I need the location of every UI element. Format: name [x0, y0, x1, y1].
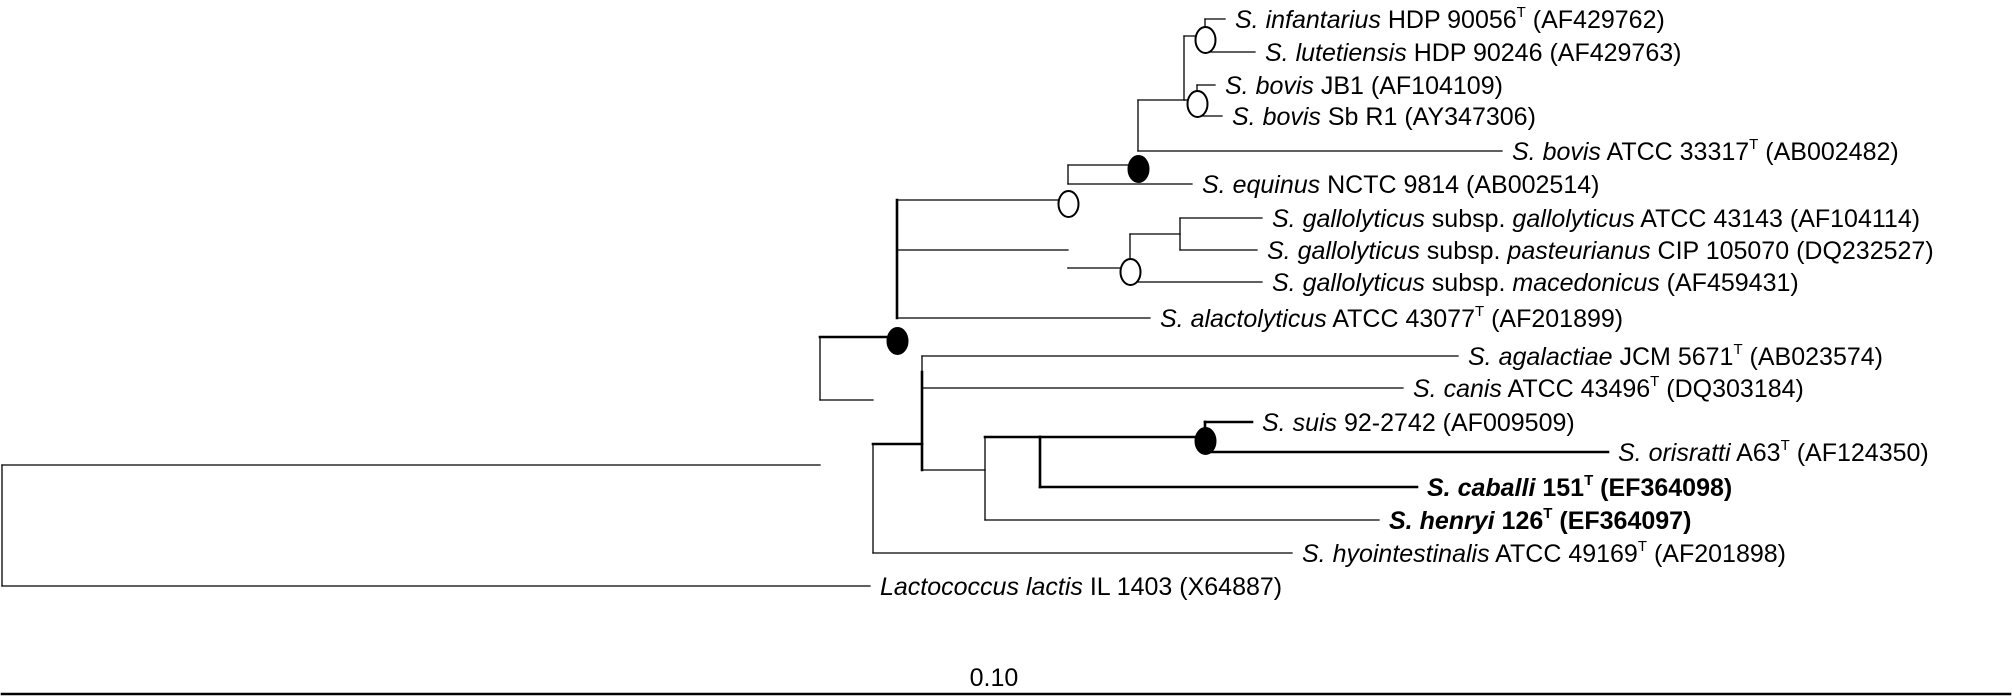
taxon-label-can: S. canis ATCC 43496T (DQ303184) — [1413, 373, 1804, 403]
taxon-label-bat: S. bovis ATCC 33317T (AB002482) — [1512, 136, 1899, 166]
taxon-label-hyo: S. hyointestinalis ATCC 49169T (AF201898… — [1302, 538, 1786, 568]
taxon-label-hen: S. henryi 126T (EF364097) — [1389, 505, 1691, 535]
taxon-label-bjb: S. bovis JB1 (AF104109) — [1225, 72, 1503, 100]
taxon-label-cab: S. caballi 151T (EF364098) — [1427, 472, 1732, 502]
bootstrap-node-open-gall_b — [1119, 258, 1142, 286]
taxon-label-ori: S. orisratti A63T (AF124350) — [1618, 437, 1929, 467]
scale-bar: 0.10 — [0, 664, 2012, 696]
bootstrap-node-filled-bovis_grp — [886, 327, 909, 355]
bootstrap-node-filled-sui_ori — [1194, 427, 1217, 455]
taxon-label-aga: S. agalactiae JCM 5671T (AB023574) — [1468, 341, 1883, 371]
bootstrap-node-open-inf_lut — [1194, 26, 1217, 54]
taxon-label-equ: S. equinus NCTC 9814 (AB002514) — [1202, 171, 1599, 199]
taxon-label-lut: S. lutetiensis HDP 90246 (AF429763) — [1265, 39, 1681, 67]
taxon-label-sui: S. suis 92-2742 (AF009509) — [1262, 409, 1575, 437]
taxon-label-gma: S. gallolyticus subsp. macedonicus (AF45… — [1272, 269, 1799, 297]
taxon-label-ggl: S. gallolyticus subsp. gallolyticus ATCC… — [1272, 205, 1920, 233]
bootstrap-node-filled-bov_a — [1127, 155, 1150, 183]
bootstrap-node-open-bjb_bsb — [1186, 90, 1209, 118]
bootstrap-nodes — [886, 26, 1217, 455]
scale-bar-label: 0.10 — [970, 664, 1019, 692]
taxon-label-lac: Lactococcus lactis IL 1403 (X64887) — [880, 573, 1282, 601]
taxon-label-inf: S. infantarius HDP 90056T (AF429762) — [1235, 4, 1665, 34]
taxon-label-gpa: S. gallolyticus subsp. pasteurianus CIP … — [1267, 237, 1934, 265]
taxon-labels: S. infantarius HDP 90056T (AF429762) S. l… — [880, 4, 1934, 601]
taxon-label-ala: S. alactolyticus ATCC 43077T (AF201899) — [1160, 303, 1623, 333]
taxon-label-bsb: S. bovis Sb R1 (AY347306) — [1232, 103, 1536, 131]
bootstrap-node-open-bovis_sub — [1057, 190, 1080, 218]
